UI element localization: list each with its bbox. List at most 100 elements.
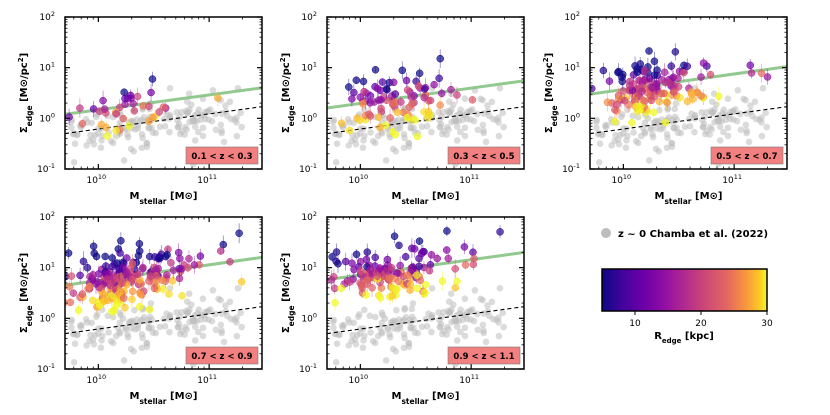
data-point <box>411 116 419 124</box>
data-point <box>468 96 477 104</box>
reference-point <box>124 333 132 341</box>
data-point <box>126 91 135 100</box>
data-point <box>78 290 87 298</box>
reference-point <box>716 123 724 130</box>
data-point <box>648 84 656 92</box>
data-point <box>650 71 659 79</box>
reference-point <box>116 309 124 317</box>
reference-fit-line <box>65 106 262 135</box>
data-point <box>69 289 78 297</box>
data-point <box>55 274 62 281</box>
reference-point <box>484 102 491 109</box>
reference-point <box>461 132 469 140</box>
reference-point <box>360 137 367 144</box>
data-point <box>453 277 461 286</box>
reference-point <box>220 138 228 146</box>
reference-point <box>615 140 623 148</box>
reference-point <box>752 115 760 123</box>
reference-point <box>488 98 496 106</box>
y-tick-label: 100 <box>301 111 317 124</box>
data-point <box>363 276 371 284</box>
y-tick-label: 101 <box>39 61 55 74</box>
plot-area <box>55 223 262 368</box>
data-point <box>613 100 621 109</box>
data-point <box>377 104 385 113</box>
data-point <box>663 98 671 107</box>
reference-point <box>166 115 173 122</box>
reference-point <box>98 337 105 344</box>
reference-point <box>479 321 487 329</box>
data-point <box>763 73 772 81</box>
reference-point <box>185 90 193 97</box>
colorbar-gradient <box>601 268 768 312</box>
reference-point <box>143 340 151 347</box>
x-axis-title: Mstellar [M⊙] <box>392 191 460 206</box>
data-point <box>413 284 421 293</box>
reference-point <box>188 101 195 108</box>
reference-point <box>120 157 128 164</box>
reference-point <box>156 323 164 331</box>
data-point <box>165 290 173 298</box>
data-point <box>102 262 110 270</box>
y-tick-label: 101 <box>301 61 317 74</box>
data-point <box>350 265 358 274</box>
reference-point <box>208 317 216 325</box>
reference-point <box>185 108 192 116</box>
reference-point <box>208 117 216 125</box>
data-point <box>657 90 665 98</box>
data-point <box>178 292 186 300</box>
data-point <box>159 103 168 111</box>
reference-point <box>407 324 414 332</box>
reference-point <box>479 121 487 129</box>
reference-point <box>450 301 457 308</box>
axes-frame <box>326 216 525 370</box>
reference-point <box>710 108 717 116</box>
reference-point <box>489 315 497 323</box>
reference-point <box>617 113 625 121</box>
reference-point <box>212 126 220 134</box>
data-point <box>226 257 234 266</box>
reference-point <box>482 338 490 346</box>
z-range-label: 0.3 < z < 0.5 <box>453 152 514 162</box>
axes-frame <box>64 216 263 370</box>
data-point <box>699 59 708 67</box>
colorbar-label: Redge [kpc] <box>654 331 714 345</box>
reference-point <box>423 123 431 130</box>
reference-point <box>178 108 185 116</box>
y-tick-label: 100 <box>39 111 55 124</box>
reference-point <box>209 287 217 294</box>
data-point <box>359 77 368 86</box>
reference-point <box>166 315 173 322</box>
data-point <box>389 78 398 87</box>
reference-point <box>440 108 447 116</box>
reference-point <box>691 128 698 136</box>
data-point <box>647 96 656 105</box>
reference-point <box>161 323 169 330</box>
data-point <box>374 113 383 122</box>
reference-point <box>457 328 464 336</box>
z-range-label: 0.9 < z < 1.1 <box>453 352 514 362</box>
reference-point <box>217 121 225 129</box>
reference-point <box>392 318 399 325</box>
reference-point <box>664 134 671 142</box>
z-range-label: 0.5 < z < 0.7 <box>716 152 777 162</box>
reference-point <box>698 109 705 116</box>
data-point <box>590 84 596 93</box>
reference-point <box>720 128 727 136</box>
reference-point <box>453 112 461 119</box>
data-point <box>414 82 423 90</box>
reference-point <box>374 332 382 340</box>
reference-point <box>480 327 487 335</box>
reference-point <box>724 95 732 103</box>
reference-point <box>90 340 98 348</box>
data-point <box>362 291 370 299</box>
reference-point <box>134 325 142 332</box>
reference-point <box>480 127 487 135</box>
data-point <box>389 284 397 292</box>
x-axis-title: Mstellar [M⊙] <box>655 191 723 206</box>
reference-fit-line <box>65 306 262 335</box>
reference-point <box>447 290 455 297</box>
reference-point <box>174 323 182 331</box>
data-point <box>389 99 397 108</box>
